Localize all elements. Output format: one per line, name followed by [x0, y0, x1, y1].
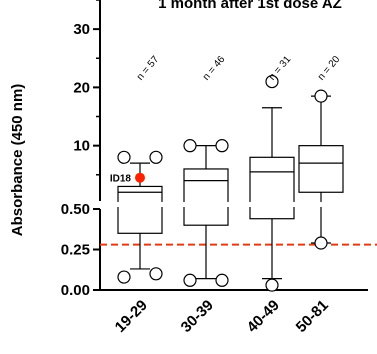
y-tick-label: 10 — [73, 138, 90, 155]
highlight-label: ID18 — [110, 174, 132, 185]
box-40-49 — [249, 74, 295, 292]
outlier-point — [314, 236, 328, 250]
sample-size-label: n = 46 — [201, 54, 228, 83]
outlier-point — [314, 89, 328, 103]
outlier-point — [149, 150, 163, 164]
outlier-point — [265, 74, 279, 89]
outlier-point — [183, 273, 197, 287]
box-iqr — [249, 156, 295, 220]
box-iqr — [183, 168, 229, 226]
box-19-29 — [117, 150, 163, 284]
box-50-81 — [298, 89, 344, 250]
outlier-point — [117, 270, 131, 284]
x-tick-label: 30-39 — [178, 297, 217, 336]
y-tick-label: 0.00 — [61, 282, 90, 299]
x-tick-label: 40-49 — [244, 297, 283, 336]
box-iqr — [117, 185, 163, 234]
outlier-point — [265, 278, 279, 292]
outlier-point — [215, 139, 229, 153]
chart-title: 1 month after 1st dose AZ — [158, 0, 342, 12]
outlier-point — [183, 139, 197, 153]
y-tick-label: 30 — [73, 21, 90, 38]
y-tick-label: 20 — [73, 79, 90, 96]
highlight-point — [135, 172, 145, 183]
x-tick-label: 50-81 — [293, 297, 332, 336]
outlier-point — [215, 273, 229, 287]
axis-break-gap — [101, 202, 377, 207]
boxes — [100, 74, 377, 292]
y-tick-label: 0.50 — [61, 201, 90, 218]
box-iqr — [298, 145, 344, 193]
box-30-39 — [183, 139, 229, 287]
outlier-point — [117, 150, 131, 164]
sample-size-label: n = 20 — [316, 54, 343, 83]
x-tick-label: 19-29 — [112, 297, 151, 336]
outlier-point — [149, 267, 163, 281]
sample-size-label: n = 57 — [135, 54, 162, 83]
sample-size-label: n = 31 — [267, 54, 294, 83]
y-axis-title: Absorbance (450 nm) — [9, 84, 26, 237]
y-tick-label: 0.25 — [61, 242, 90, 259]
